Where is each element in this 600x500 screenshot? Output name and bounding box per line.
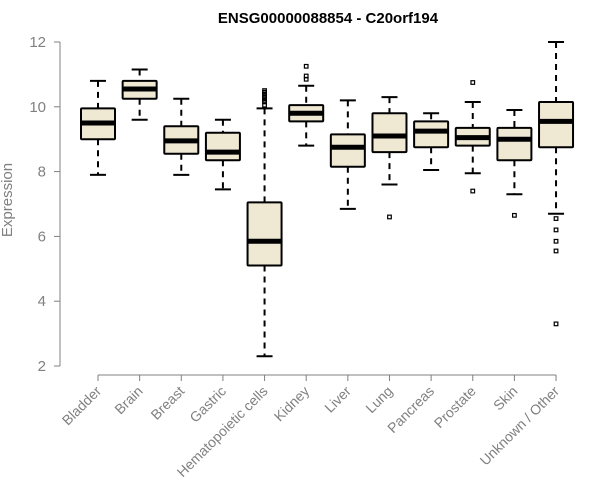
outlier-point [470,80,476,85]
y-tick-label: 12 [29,34,46,51]
outlier-point [470,188,476,194]
outlier-point [553,227,559,233]
x-category-label: Lung [362,383,395,416]
x-category-label: Bladder [59,383,105,429]
outlier-point [303,63,309,69]
iqr-box [371,112,408,154]
y-tick-label: 10 [29,99,46,116]
iqr-box [413,120,450,149]
chart-title: ENSG00000088854 - C20orf194 [218,10,439,27]
outlier-point [553,321,559,327]
plot-area [80,41,575,358]
outlier-point [511,212,517,218]
outlier-point [553,248,559,254]
x-category-label: Brain [111,383,145,417]
x-category-label: Skin [490,383,521,414]
outlier-point [553,216,559,221]
outlier-point [262,88,267,94]
x-category-label: Liver [321,383,354,416]
y-tick-label: 8 [38,164,46,181]
iqr-box [538,100,575,149]
iqr-box [204,131,241,162]
x-category-label: Kidney [271,383,313,425]
y-tick-label: 4 [38,293,46,310]
y-tick-label: 2 [38,358,46,375]
x-category-label: Prostate [431,383,479,431]
outlier-point [303,73,309,79]
outlier-point [387,214,392,220]
y-tick-label: 6 [38,228,46,245]
y-axis-title: Expression [0,163,16,237]
iqr-box [496,126,533,162]
outlier-point [553,238,559,244]
x-category-label: Breast [147,383,187,423]
iqr-box [246,201,283,267]
iqr-box [329,133,366,168]
x-category-label: Unknown / Other [477,383,563,469]
axes: 2 4 6 8 10 12 [29,34,557,381]
